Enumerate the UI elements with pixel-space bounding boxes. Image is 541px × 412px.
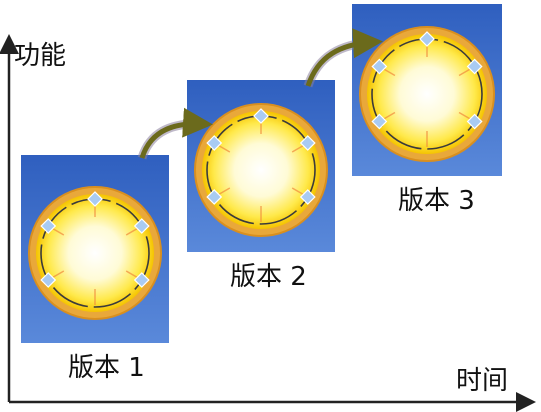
glow-core [367,34,487,154]
cycle-node-icon [371,58,388,75]
version-3-cycle-graphic [352,4,502,176]
y-axis-label: 功能 [14,41,67,71]
version-2-label: 版本 2 [230,262,307,292]
glow-core [36,194,154,312]
x-axis-label: 时间 [456,366,509,396]
cycle-node-icon [299,189,316,205]
version-3-label: 版本 3 [398,186,475,216]
cycle-node-icon [253,108,269,124]
cycle-node-icon [133,218,150,234]
arrow-v2-to-v3 [305,28,383,87]
cycle-diagram [352,4,502,176]
cycle-node-icon [419,31,435,47]
glow-core [202,111,320,229]
cycle-node-icon [133,272,150,288]
cycle-node-icon [206,189,223,205]
cycle-node-icon [299,135,316,151]
cycle-node-icon [40,272,57,288]
arrow-v1-to-v2 [139,107,213,159]
cycle-node-icon [87,191,103,207]
cycle-node-icon [466,58,483,75]
cycle-node-icon [206,135,223,151]
version-1-label: 版本 1 [68,353,145,383]
cycle-node-icon [371,113,388,130]
cycle-diagram [21,155,169,343]
cycle-node-icon [40,218,57,234]
cycle-node-icon [466,113,483,130]
version-1-cycle-graphic [21,155,169,343]
